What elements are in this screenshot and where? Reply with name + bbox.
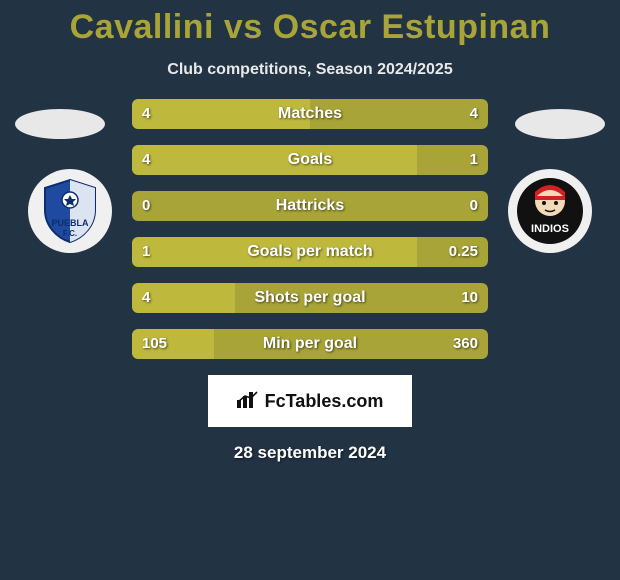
stat-row: 00Hattricks xyxy=(132,191,488,221)
stat-row: 44Matches xyxy=(132,99,488,129)
player-left-marker xyxy=(15,109,105,139)
stat-bars: 44Matches 41Goals 00Hattricks 10.25Goals pe… xyxy=(132,99,488,359)
svg-text:INDIOS: INDIOS xyxy=(531,223,569,235)
stat-row: 10.25Goals per match xyxy=(132,237,488,267)
subtitle: Club competitions, Season 2024/2025 xyxy=(0,61,620,79)
team-crest-right-icon: INDIOS xyxy=(515,176,585,246)
team-badge-right: INDIOS xyxy=(508,169,592,253)
date-label: 28 september 2024 xyxy=(0,443,620,463)
stat-label: Matches xyxy=(132,99,488,129)
team-badge-left: PUEBLA F.C. xyxy=(28,169,112,253)
team-crest-left-icon: PUEBLA F.C. xyxy=(35,176,105,246)
stat-label: Hattricks xyxy=(132,191,488,221)
comparison-panel: PUEBLA F.C. INDIOS 44Matches 41Goals 00Hat… xyxy=(0,99,620,359)
stat-label: Min per goal xyxy=(132,329,488,359)
page-title: Cavallini vs Oscar Estupinan xyxy=(0,0,620,47)
stat-label: Shots per goal xyxy=(132,283,488,313)
stat-row: 105360Min per goal xyxy=(132,329,488,359)
stat-row: 410Shots per goal xyxy=(132,283,488,313)
stat-label: Goals per match xyxy=(132,237,488,267)
branding-icon xyxy=(237,390,259,413)
svg-text:PUEBLA: PUEBLA xyxy=(51,218,89,228)
branding-badge: FcTables.com xyxy=(208,375,412,427)
player-right-marker xyxy=(515,109,605,139)
stat-label: Goals xyxy=(132,145,488,175)
branding-text: FcTables.com xyxy=(265,391,384,412)
svg-text:F.C.: F.C. xyxy=(63,229,77,238)
stat-row: 41Goals xyxy=(132,145,488,175)
